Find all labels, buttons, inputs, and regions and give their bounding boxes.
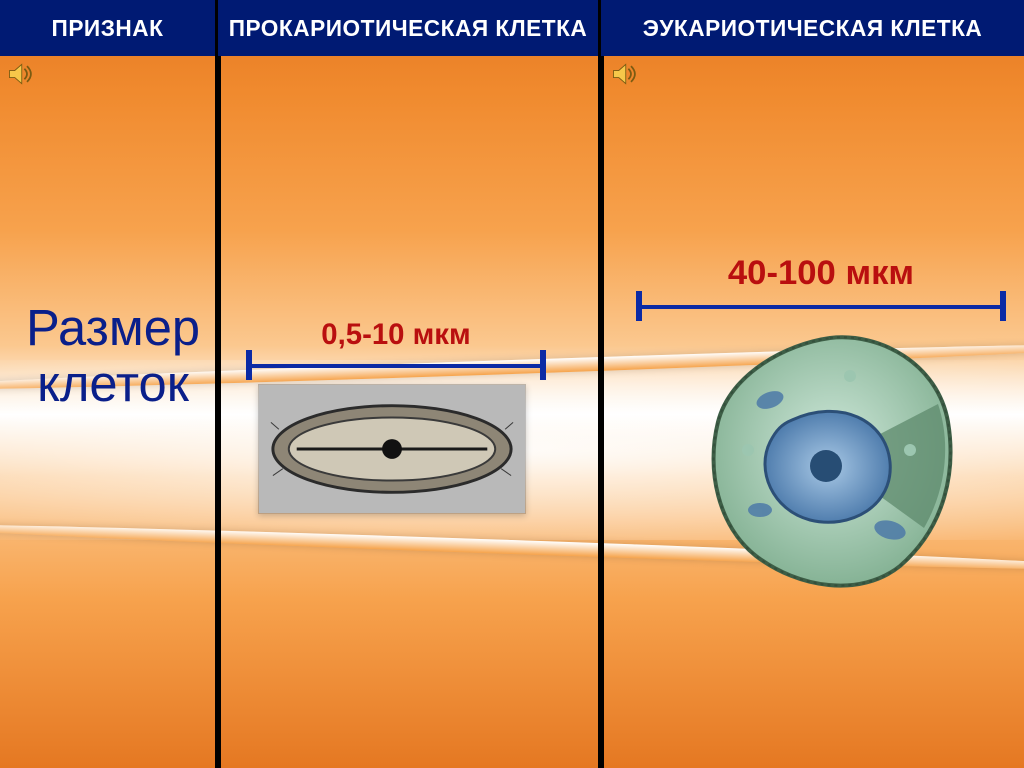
prokaryote-tick-right	[540, 350, 546, 380]
eukaryote-measure: 40-100 мкм	[636, 254, 1006, 315]
prokaryote-rule	[246, 364, 546, 368]
header-col3-label: ЭУКАРИОТИЧЕСКАЯ КЛЕТКА	[643, 15, 983, 42]
header-col2-label: ПРОКАРИОТИЧЕСКАЯ КЛЕТКА	[229, 15, 588, 42]
eukaryote-cell-image	[700, 330, 960, 590]
header-col-eukaryote: ЭУКАРИОТИЧЕСКАЯ КЛЕТКА	[601, 0, 1024, 56]
eukaryote-measure-label: 40-100 мкм	[636, 254, 1006, 293]
feature-title-text: Размер клеток	[26, 299, 200, 412]
table-header: ПРИЗНАК ПРОКАРИОТИЧЕСКАЯ КЛЕТКА ЭУКАРИОТ…	[0, 0, 1024, 56]
column-divider-1	[215, 56, 221, 768]
eukaryote-measure-bar	[636, 297, 1006, 315]
prokaryote-measure-label: 0,5-10 мкм	[246, 318, 546, 352]
column-divider-2	[598, 56, 604, 768]
prokaryote-cell-image	[258, 384, 526, 514]
eukaryote-tick-right	[1000, 291, 1006, 321]
header-col-prokaryote: ПРОКАРИОТИЧЕСКАЯ КЛЕТКА	[218, 0, 601, 56]
eukaryote-rule	[636, 305, 1006, 309]
feature-title: Размер клеток	[18, 300, 208, 411]
sound-icon[interactable]	[6, 60, 34, 88]
sound-icon[interactable]	[610, 60, 638, 88]
prokaryote-measure: 0,5-10 мкм	[246, 318, 546, 374]
header-col1-label: ПРИЗНАК	[52, 15, 164, 42]
prokaryote-measure-bar	[246, 356, 546, 374]
prokaryote-tick-left	[246, 350, 252, 380]
header-col-feature: ПРИЗНАК	[0, 0, 218, 56]
slide-root: ПРИЗНАК ПРОКАРИОТИЧЕСКАЯ КЛЕТКА ЭУКАРИОТ…	[0, 0, 1024, 768]
eukaryote-tick-left	[636, 291, 642, 321]
